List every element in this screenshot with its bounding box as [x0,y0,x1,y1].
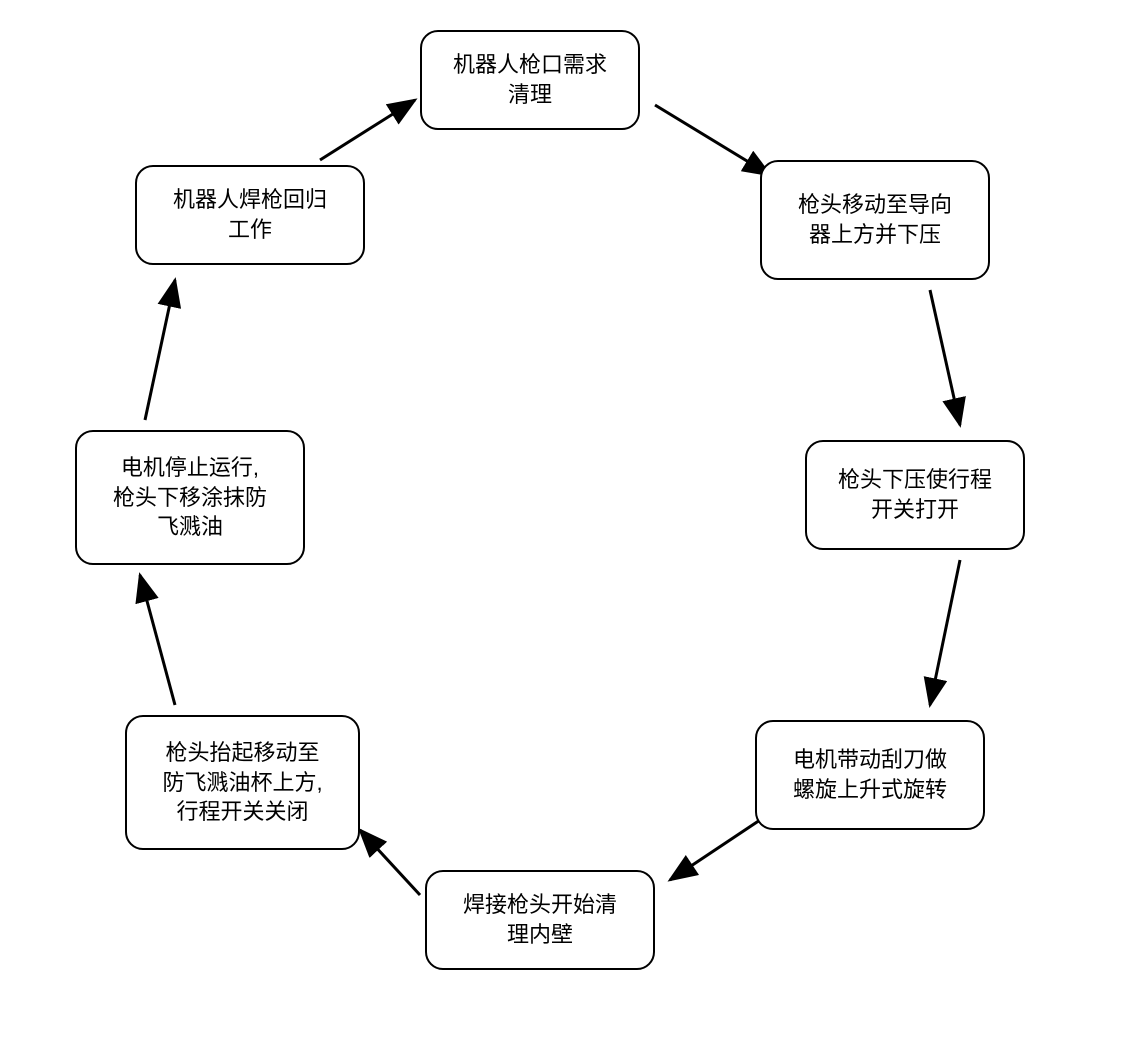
flow-node-label: 机器人焊枪回归工作 [173,185,327,244]
flow-node-n8: 机器人焊枪回归工作 [135,165,365,265]
flow-node-label: 电机停止运行,枪头下移涂抹防飞溅油 [113,453,267,542]
flow-node-label: 枪头抬起移动至防飞溅油杯上方,行程开关关闭 [162,738,322,827]
flow-node-label: 枪头下压使行程开关打开 [838,465,992,524]
flow-node-label: 枪头移动至导向器上方并下压 [798,190,952,249]
flow-node-n2: 枪头移动至导向器上方并下压 [760,160,990,280]
flow-edge-n7-to-n8 [145,280,175,420]
flow-node-label: 机器人枪口需求清理 [453,50,607,109]
flowchart-stage: 机器人枪口需求清理枪头移动至导向器上方并下压枪头下压使行程开关打开电机带动刮刀做… [0,0,1124,1064]
flow-node-label: 电机带动刮刀做螺旋上升式旋转 [793,745,947,804]
flow-node-n1: 机器人枪口需求清理 [420,30,640,130]
flow-node-n5: 焊接枪头开始清理内壁 [425,870,655,970]
flow-node-n7: 电机停止运行,枪头下移涂抹防飞溅油 [75,430,305,565]
flow-edge-n6-to-n7 [140,575,175,705]
flow-edge-n4-to-n5 [670,820,760,880]
flow-node-label: 焊接枪头开始清理内壁 [463,890,617,949]
flow-edge-n1-to-n2 [655,105,770,175]
flow-edge-n5-to-n6 [360,830,420,895]
flow-node-n6: 枪头抬起移动至防飞溅油杯上方,行程开关关闭 [125,715,360,850]
flow-node-n3: 枪头下压使行程开关打开 [805,440,1025,550]
flow-edge-n2-to-n3 [930,290,960,425]
flow-node-n4: 电机带动刮刀做螺旋上升式旋转 [755,720,985,830]
flow-edge-n8-to-n1 [320,100,415,160]
flow-edge-n3-to-n4 [930,560,960,705]
